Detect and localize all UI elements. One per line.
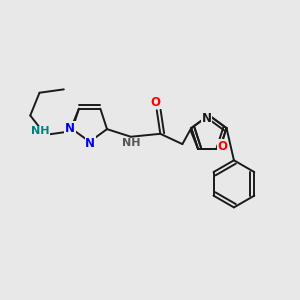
Text: N: N xyxy=(202,112,212,125)
Text: O: O xyxy=(218,140,228,153)
Text: O: O xyxy=(150,95,160,109)
Text: N: N xyxy=(65,122,75,135)
Text: NH: NH xyxy=(122,138,140,148)
Text: NH: NH xyxy=(31,126,49,136)
Text: N: N xyxy=(85,137,95,150)
